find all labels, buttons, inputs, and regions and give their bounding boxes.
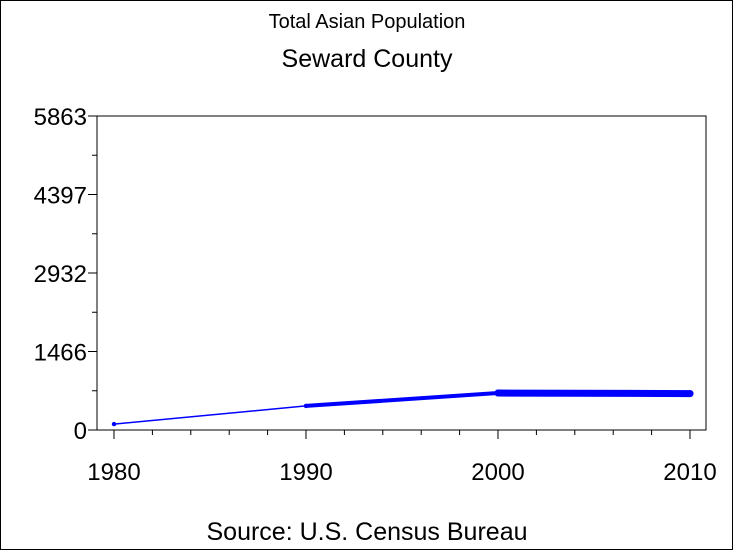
data-point	[686, 390, 694, 398]
y-tick-label: 4397	[34, 183, 87, 210]
data-point	[494, 389, 502, 397]
y-tick-label: 5863	[34, 104, 87, 131]
data-point	[111, 421, 117, 427]
x-tick-label: 2010	[663, 459, 716, 486]
x-tick-label: 1980	[87, 459, 140, 486]
chart-subtitle: Seward County	[282, 45, 453, 73]
series-line-segment	[113, 405, 307, 425]
x-tick-label: 2000	[471, 459, 524, 486]
chart-title: Total Asian Population	[269, 11, 466, 33]
plot-frame	[96, 115, 707, 431]
y-tick-label: 2932	[34, 261, 87, 288]
series-line-segment	[494, 389, 694, 398]
x-tick-label: 1990	[279, 459, 332, 486]
plot-area: 0 1466 2932 4397 5863 1980 1990 2000 2010	[34, 104, 717, 486]
y-tick-label: 0	[74, 418, 87, 445]
y-tick-label: 1466	[34, 340, 87, 367]
chart-source: Source: U.S. Census Bureau	[207, 518, 528, 546]
series-line-segment	[304, 391, 500, 408]
data-point	[303, 403, 309, 409]
